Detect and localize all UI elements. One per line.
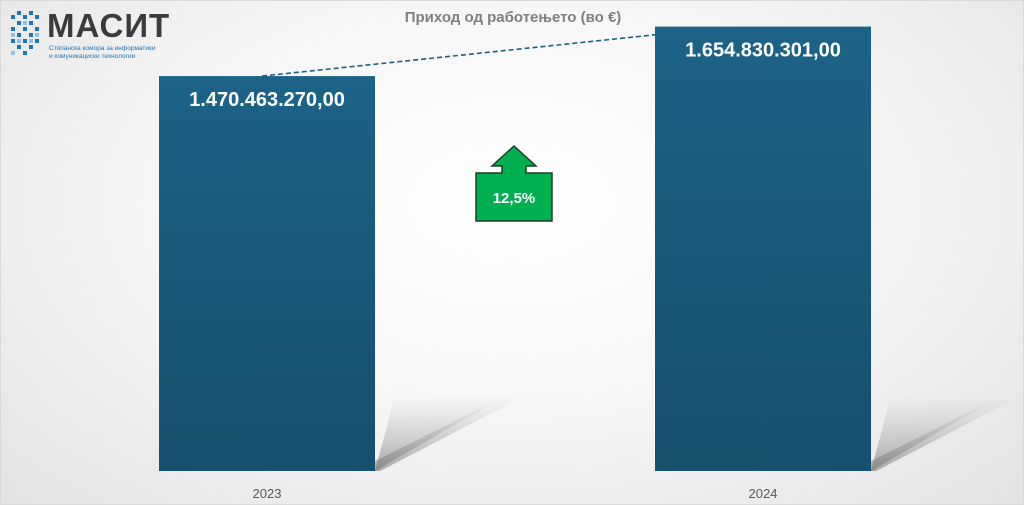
chart-title: Приход од работењето (во €)	[404, 9, 622, 26]
growth-percentage-label: 12,5%	[493, 190, 536, 207]
masit-logo: МАСИТ Стопанска комора за информатики и к…	[9, 7, 219, 63]
bar-2023	[159, 76, 375, 472]
trend-connector-line	[261, 33, 658, 77]
logo-pixel-mark-icon	[11, 11, 39, 55]
data-label-2024: 1.654.830.301,00	[685, 40, 841, 62]
logo-subtitle: Стопанска комора за информатики и комуник…	[49, 45, 155, 60]
bar-shadow-side-2024	[871, 396, 1021, 471]
bar-2024	[655, 26, 871, 471]
growth-arrow-icon	[475, 144, 553, 222]
logo-subtitle-line1: Стопанска комора за информатики	[49, 45, 156, 52]
logo-wordmark: МАСИТ	[47, 7, 171, 44]
x-tick-label-2023: 2023	[253, 486, 282, 501]
data-label-2023: 1.470.463.270,00	[189, 89, 345, 111]
bar-shadow-side-2023	[375, 396, 525, 471]
logo-subtitle-line2: и комуникациски технологии	[49, 52, 136, 60]
x-tick-label-2024: 2024	[749, 486, 778, 501]
